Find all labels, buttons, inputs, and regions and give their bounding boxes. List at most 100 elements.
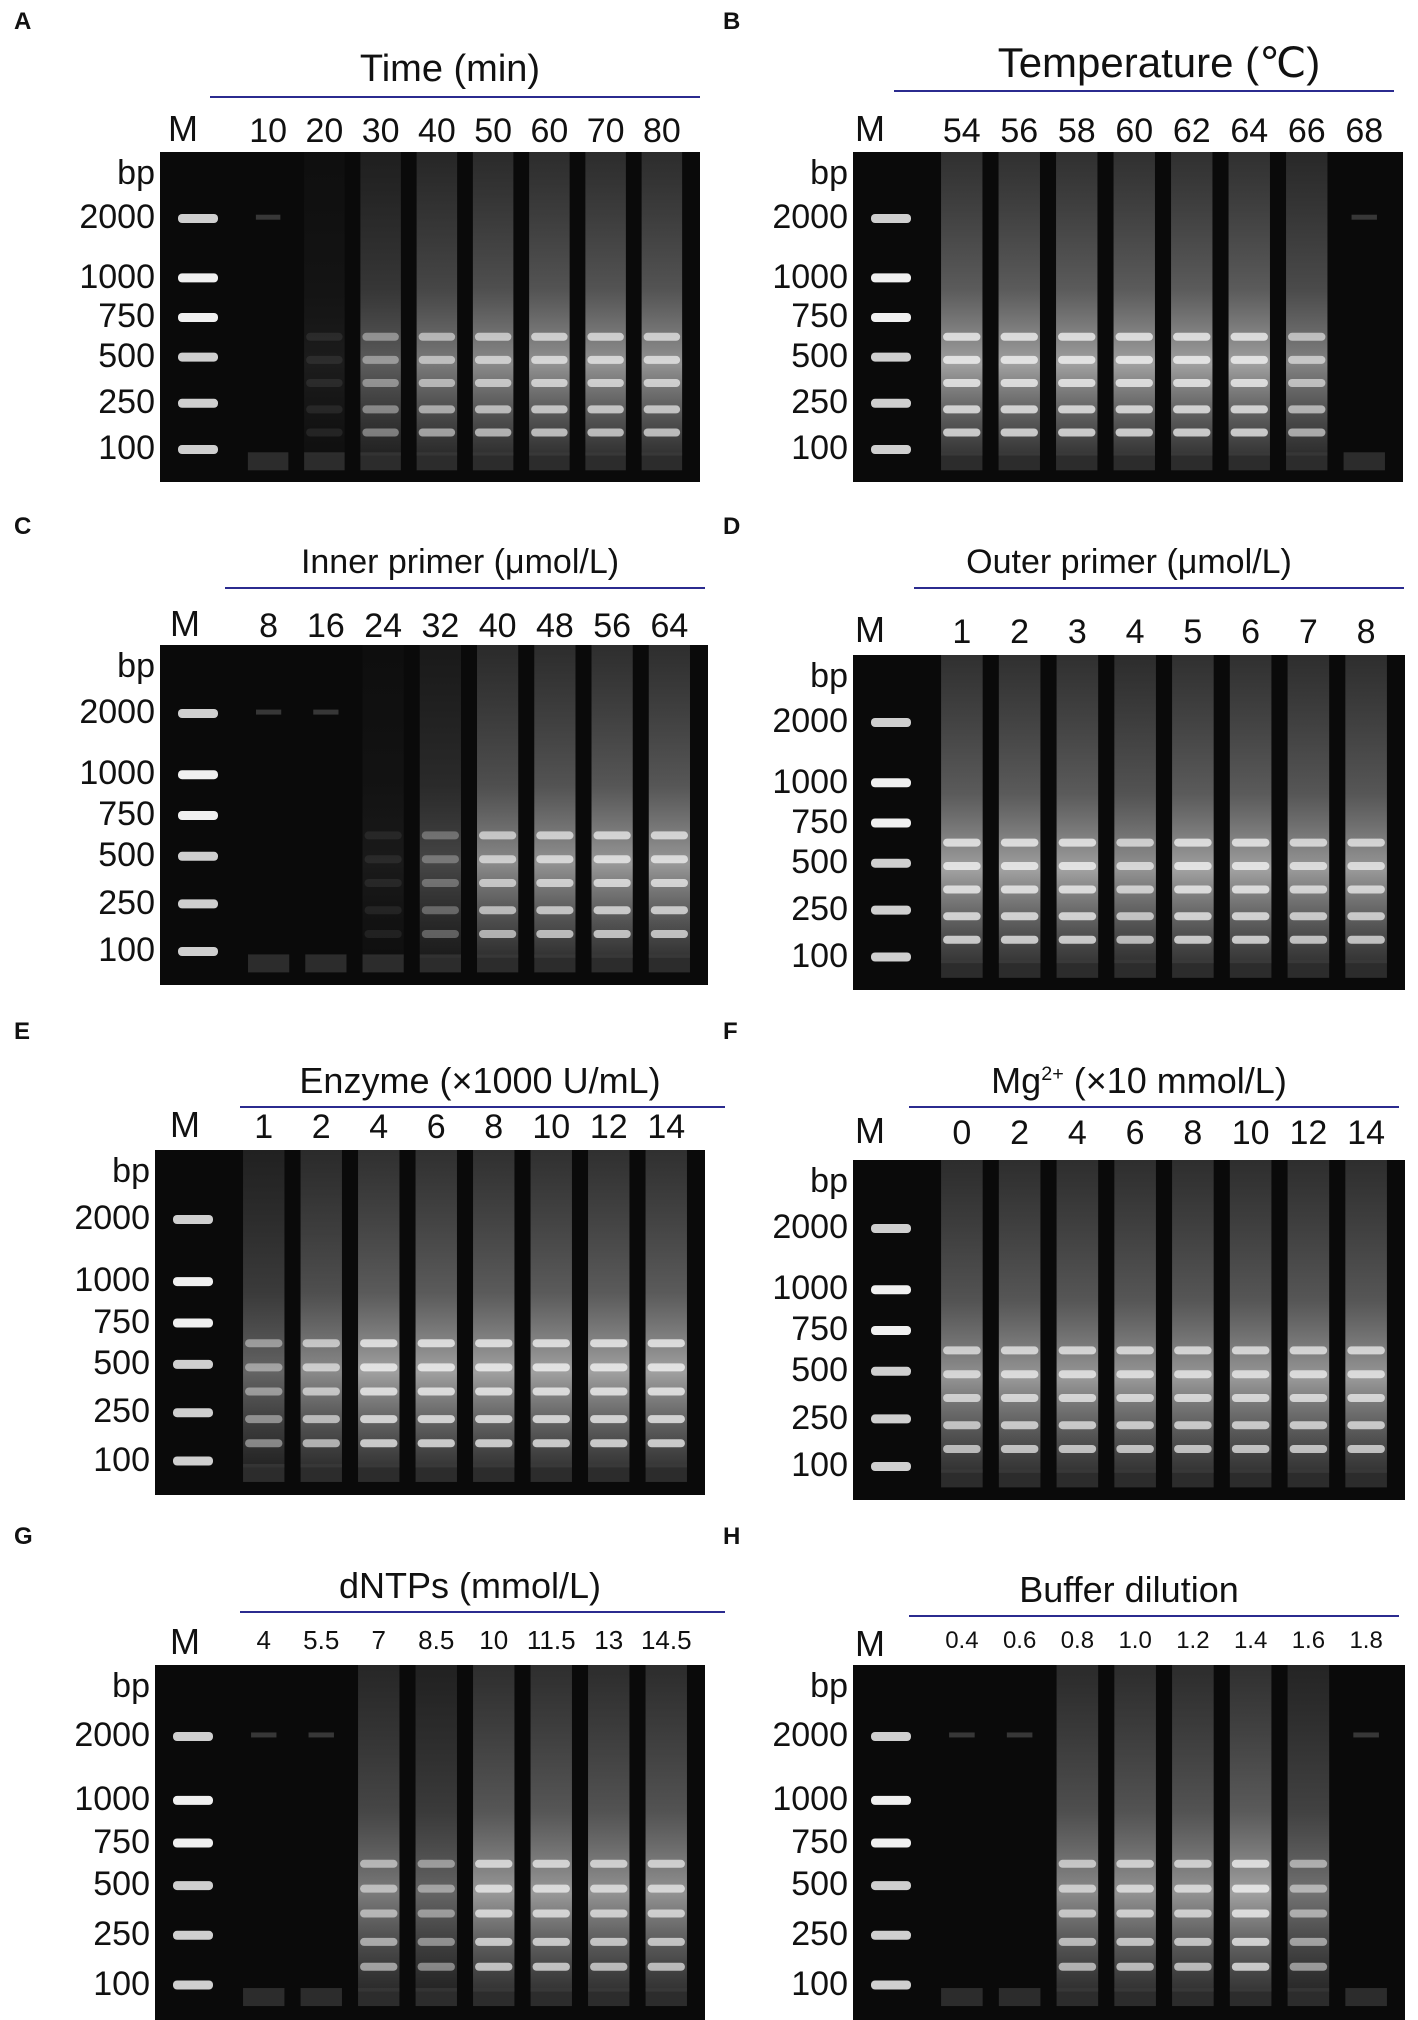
title-underline [225, 587, 705, 589]
ladder-band [871, 1881, 911, 1891]
ladder-like-band [245, 1363, 283, 1372]
ladder-like-band [1174, 1370, 1212, 1379]
ladder-like-band [647, 1962, 685, 1971]
dimer-glow [304, 452, 345, 471]
ladder-band [871, 214, 911, 223]
ladder-like-band [532, 1363, 570, 1372]
title-underline [909, 1615, 1399, 1617]
lane-label: 4 [1125, 613, 1145, 651]
gel-panel-f: F Mg2+ (×10 mmol/L) M 0 2 4 6 8 10 12 14 bp 2000 1000… [709, 1010, 1418, 1515]
bp-axis-title: bp [810, 1667, 848, 1705]
title-underline [240, 1106, 725, 1108]
ladder-like-band [531, 428, 568, 437]
lane-label: 3 [1067, 613, 1087, 651]
bp-axis-title: bp [810, 1162, 848, 1200]
ladder-band [871, 905, 911, 915]
dimer-glow [591, 954, 633, 973]
gel-panel-h: H Buffer dilution M 0.4 0.6 0.8 1.0 1.2 1.4 1.6 1.… [709, 1515, 1418, 2020]
dimer-glow [998, 1988, 1041, 2007]
ladder-band [178, 947, 218, 956]
bp-axis-title: bp [112, 1152, 150, 1190]
ladder-like-band [643, 405, 681, 414]
lane-label: 10 [1231, 1114, 1270, 1152]
lane-smear [360, 152, 401, 456]
ladder-like-band [590, 1859, 628, 1868]
bp-ladder-label: 500 [98, 836, 155, 875]
bp-ladder-label: 750 [791, 802, 848, 841]
lane-smear [1114, 1665, 1156, 1992]
ladder-like-band [475, 1884, 513, 1893]
ladder-like-band [1347, 1346, 1385, 1355]
ladder-like-band [245, 1387, 283, 1396]
bp-axis-title: bp [810, 154, 848, 192]
lane-label: 4 [1067, 1114, 1087, 1152]
bp-ladder-label: 500 [791, 1351, 848, 1390]
lane-smear [941, 152, 983, 456]
ladder-like-band [1288, 355, 1326, 364]
lane-smear [472, 152, 514, 456]
ladder-band [173, 1456, 213, 1466]
ladder-like-band [943, 885, 981, 894]
ladder-like-band [245, 1439, 283, 1448]
bp-ladder-label: 500 [791, 336, 848, 375]
lane-label: 2 [1010, 613, 1030, 651]
ladder-like-band [421, 930, 459, 938]
faint-band [308, 1732, 334, 1738]
ladder-like-band [1174, 1884, 1212, 1893]
bp-ladder-label: 100 [98, 931, 155, 970]
lane-label: 1.8 [1349, 1627, 1383, 1654]
ladder-like-band [1000, 885, 1039, 894]
ladder-band [178, 398, 218, 408]
dimer-glow [1171, 452, 1213, 471]
ladder-like-band [362, 428, 399, 437]
ladder-like-band [306, 428, 343, 437]
ladder-like-band [587, 355, 624, 364]
lane-smear [415, 1150, 457, 1468]
ladder-band [178, 352, 218, 362]
marker-lane-label: M [170, 603, 200, 644]
dimer-glow [1056, 959, 1099, 978]
lane-smear [473, 1150, 515, 1468]
lane-smear [243, 1150, 285, 1468]
lane-label: 8 [484, 1108, 504, 1146]
ladder-like-band [1058, 912, 1097, 921]
ladder-like-band [1289, 1445, 1328, 1453]
ladder-band [178, 709, 218, 718]
ladder-band [178, 770, 218, 780]
bp-ladder-label: 2000 [772, 198, 848, 237]
ladder-like-band [590, 1363, 628, 1372]
ladder-like-band [475, 1387, 513, 1396]
lane-smear [415, 1665, 457, 1992]
ladder-like-band [1115, 355, 1153, 364]
bp-axis-title: bp [117, 154, 155, 192]
ladder-like-band [943, 1421, 981, 1430]
dimer-glow [648, 954, 690, 973]
ladder-like-band [943, 1445, 981, 1453]
lane-smear [358, 1665, 400, 1992]
ladder-like-band [1116, 862, 1154, 871]
lane-smear [1114, 655, 1156, 964]
ladder-like-band [1116, 1370, 1154, 1379]
bp-ladder-label: 750 [93, 1302, 150, 1341]
dimer-glow [1056, 452, 1098, 471]
gel-panel-b: B Temperature (℃) M 54 56 58 60 62 64 66 68 bp 2000 1… [709, 0, 1418, 505]
lane-label: 62 [1172, 112, 1211, 150]
ladder-band [871, 952, 911, 962]
ladder-like-band [1289, 1909, 1328, 1918]
lane-label: 11.5 [526, 1625, 576, 1655]
lane-smear [1286, 152, 1328, 456]
bp-ladder-label: 750 [791, 297, 848, 336]
ladder-like-band [1231, 1962, 1270, 1971]
ladder-like-band [647, 1415, 685, 1424]
ladder-like-band [1058, 935, 1097, 944]
ladder-like-band [943, 912, 981, 921]
ladder-like-band [1115, 332, 1153, 341]
ladder-like-band [1289, 862, 1328, 871]
lane-label: 14.5 [640, 1625, 692, 1655]
dimer-glow [472, 452, 514, 471]
lane-smear [998, 152, 1040, 456]
ladder-like-band [417, 1859, 455, 1868]
ladder-like-band [532, 1909, 570, 1918]
ladder-band [871, 778, 911, 788]
ladder-like-band [1116, 1394, 1154, 1402]
